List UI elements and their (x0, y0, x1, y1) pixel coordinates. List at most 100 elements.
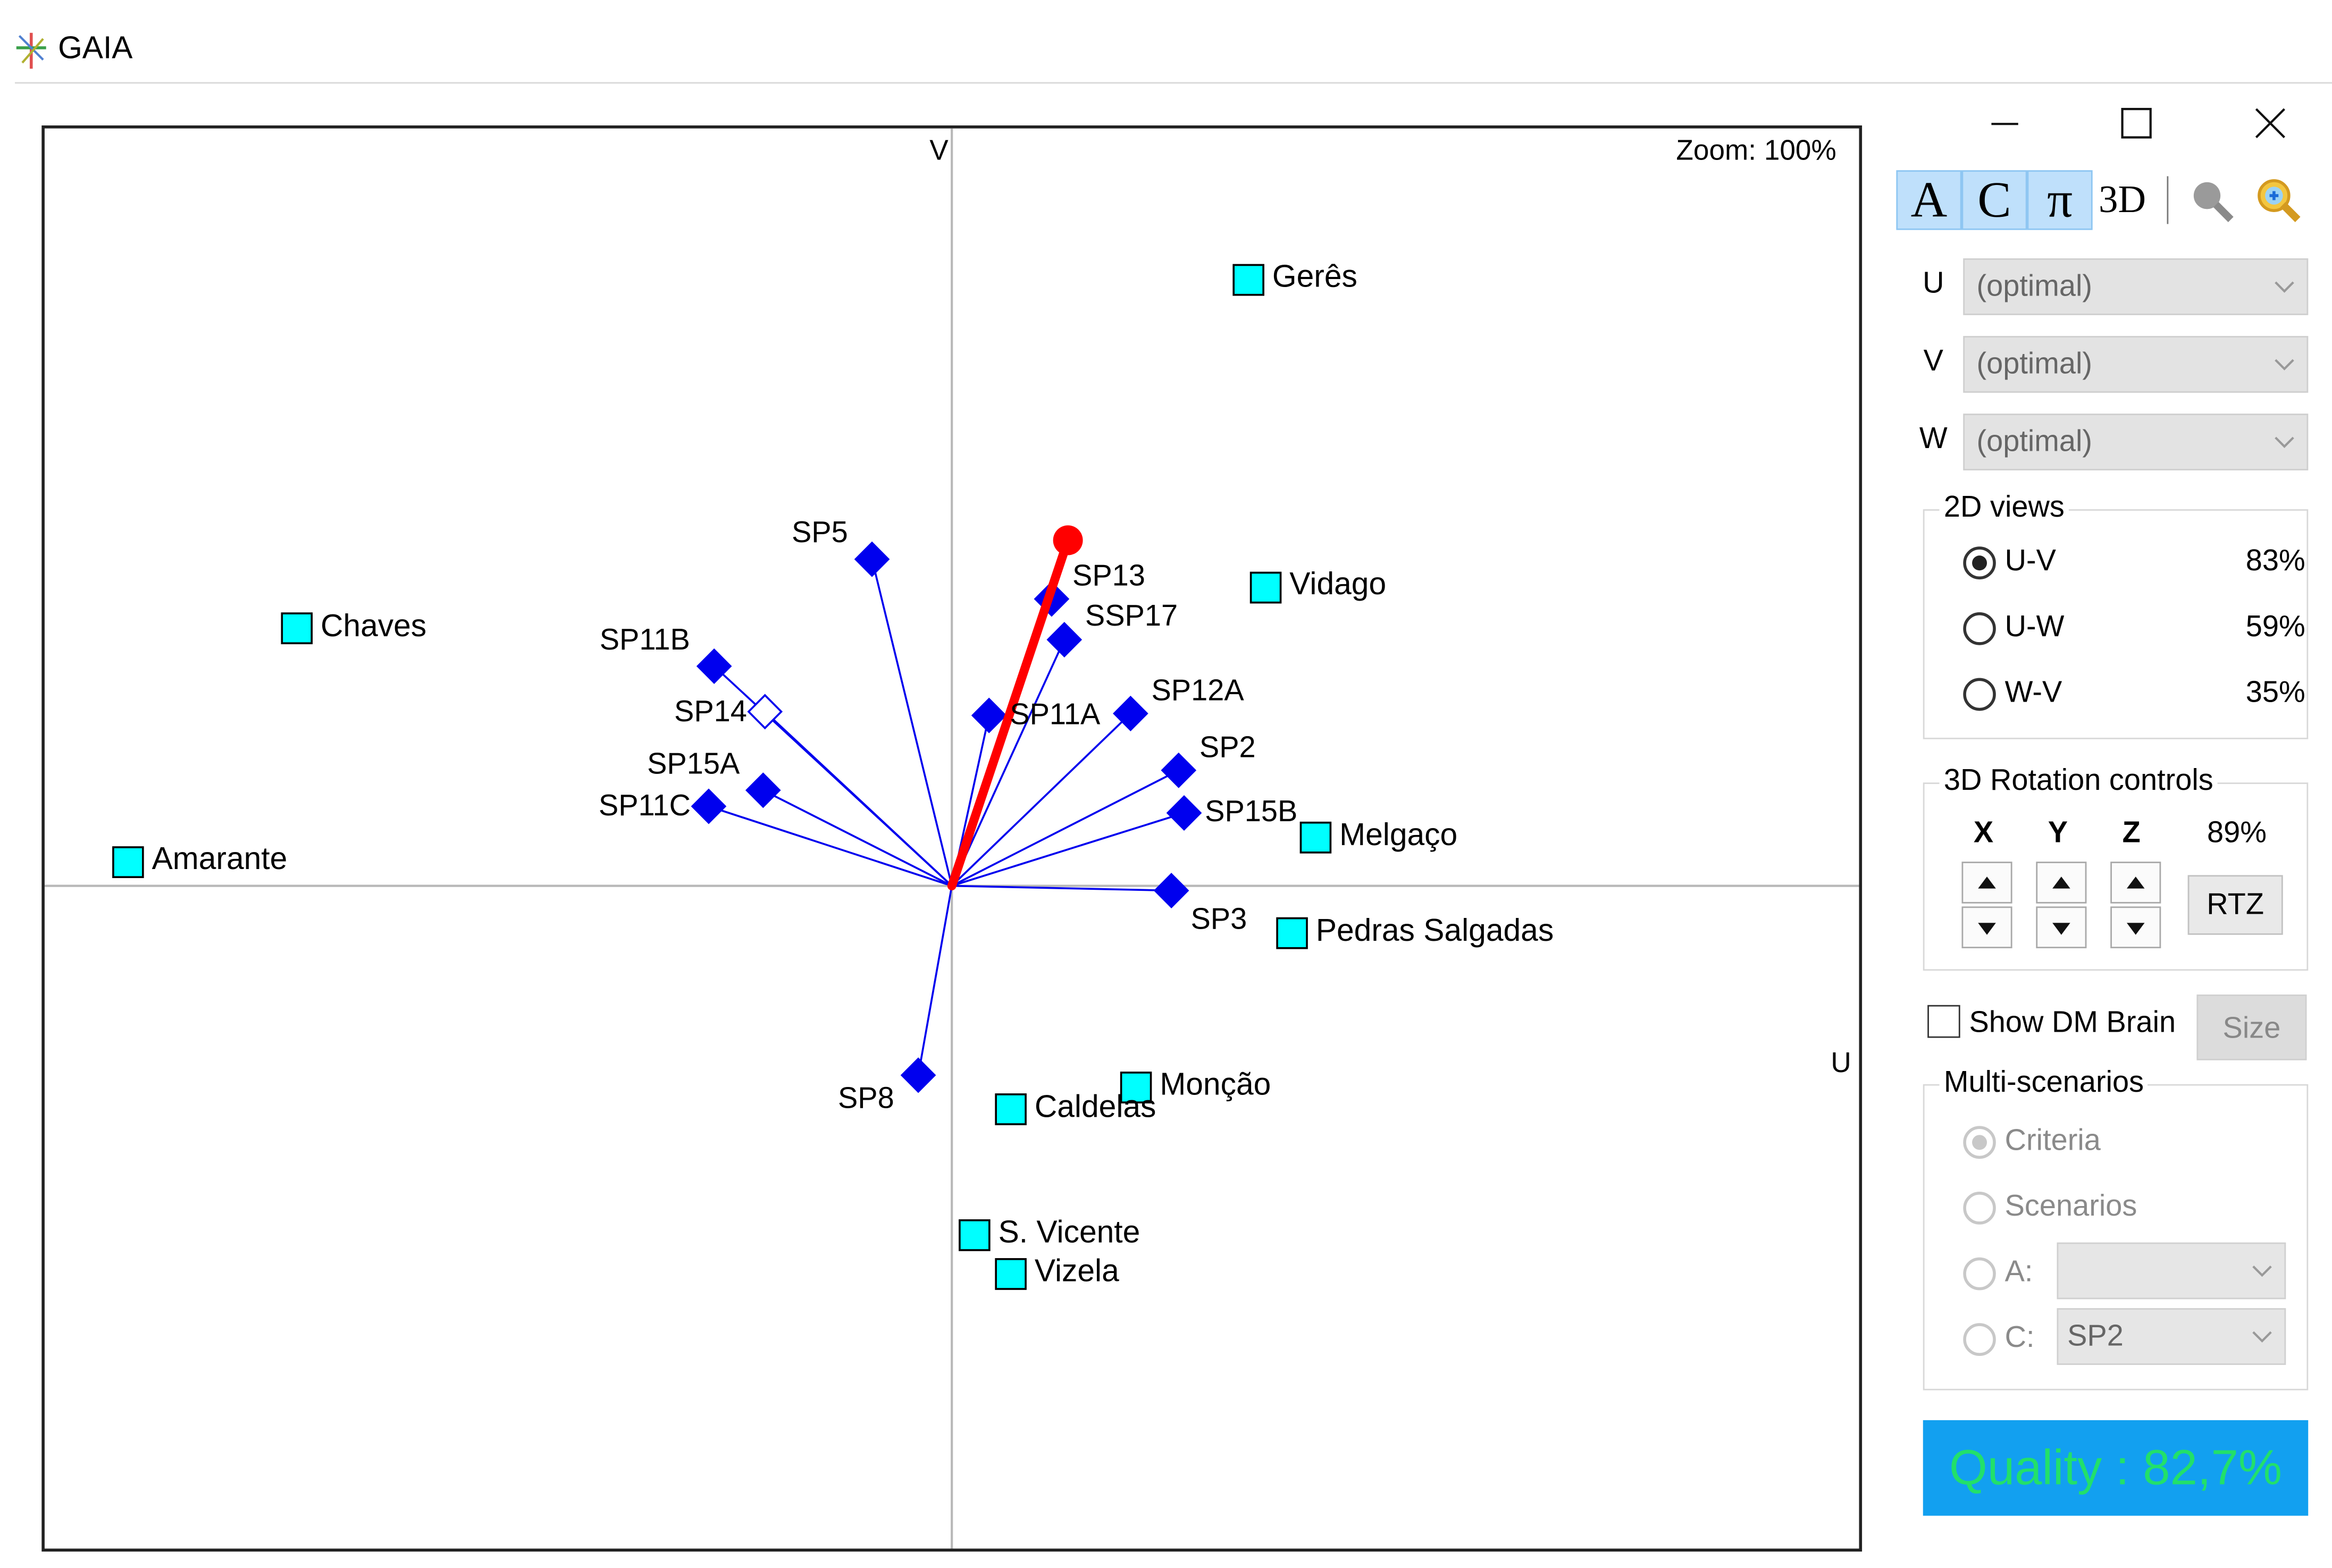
criterion-label-sp13: SP13 (1072, 560, 1145, 593)
criterion-label-sp11a: SP11A (1010, 699, 1101, 732)
alternative-label-ger-s: Gerês (1272, 260, 1357, 295)
chevron-down-icon (2275, 436, 2294, 449)
three-d-toggle-button[interactable]: 3D (2099, 178, 2146, 221)
minimize-icon[interactable] (1975, 98, 2035, 149)
alternative-marker-pedras-salgadas (1276, 917, 1308, 949)
rotate-x-down-button[interactable] (1961, 906, 2012, 949)
criteria-option[interactable]: Criteria (1963, 1125, 2260, 1167)
close-icon[interactable] (2241, 98, 2301, 149)
views-2d-title: 2D views (1939, 491, 2069, 526)
scenarios-option[interactable]: Scenarios (1963, 1190, 2260, 1232)
scenario-c-value: SP2 (2067, 1320, 2124, 1353)
alternative-label-s-vicente: S. Vicente (998, 1216, 1140, 1250)
chevron-down-icon (2252, 1265, 2272, 1277)
w-axis-select[interactable]: (optimal) (1963, 414, 2309, 470)
decision-stick (947, 536, 1072, 891)
rotate-z-up-button[interactable] (2110, 862, 2161, 904)
rotation-x-label: X (1973, 816, 1994, 850)
maximize-icon[interactable] (2106, 98, 2166, 149)
alternative-marker-caldelas (995, 1093, 1027, 1125)
w-axis-row: W (optimal) (1910, 414, 2311, 473)
title-separator (14, 82, 2332, 84)
scenario-c-option[interactable]: C: (1963, 1321, 2052, 1363)
rotation-group: 3D Rotation controls X Y Z 89% RTZ (1923, 764, 2309, 971)
view-uw-option[interactable]: U-W 59% (1963, 611, 2305, 653)
u-axis-row: U (optimal) (1910, 258, 2311, 318)
axis-u-label: U (1831, 1048, 1851, 1080)
scenarios-label: Scenarios (2004, 1190, 2137, 1223)
scenario-c-select[interactable]: SP2 (2057, 1308, 2286, 1365)
alternative-label-amarante: Amarante (152, 842, 288, 878)
scenario-a-option[interactable]: A: (1963, 1256, 2052, 1298)
rotation-y-label: Y (2048, 816, 2068, 850)
gaia-plot-canvas[interactable] (44, 128, 1859, 1549)
toolbar-separator (2167, 176, 2169, 224)
criterion-marker-sp5 (854, 541, 890, 577)
alternative-marker-melga-o (1299, 821, 1332, 854)
criterion-marker-sp11c (691, 788, 727, 824)
view-uv-option[interactable]: U-V 83% (1963, 545, 2305, 587)
criterion-axis-sp14 (764, 711, 953, 887)
u-axis-select[interactable]: (optimal) (1963, 258, 2309, 315)
view-uw-radio[interactable] (1963, 612, 1996, 645)
rotate-z-down-button[interactable] (2110, 906, 2161, 949)
v-axis-label: V (1923, 344, 1944, 378)
criterion-axis-sp5 (871, 559, 953, 887)
criterion-axis-sp12a (951, 713, 1131, 887)
criterion-marker-sp14 (747, 694, 783, 730)
alternative-label-vizela: Vizela (1034, 1254, 1119, 1289)
rotate-y-up-button[interactable] (2036, 862, 2087, 904)
rotate-y-down-button[interactable] (2036, 906, 2087, 949)
view-uw-label: U-W (2004, 611, 2065, 644)
view-wv-radio[interactable] (1963, 678, 1996, 711)
scenario-a-select[interactable] (2057, 1242, 2286, 1300)
size-button[interactable]: Size (2196, 994, 2307, 1060)
rotate-x-up-button[interactable] (1961, 862, 2012, 904)
view-wv-option[interactable]: W-V 35% (1963, 677, 2305, 719)
show-dm-brain-checkbox[interactable] (1927, 1005, 1960, 1038)
criterion-axis-sp3 (952, 884, 1172, 892)
chevron-down-icon (2275, 359, 2294, 370)
gaia-plot[interactable]: V U Zoom: 100% SP5 SP13 SSP17 SP11B SP14 SP11… (41, 125, 1863, 1552)
title-bar: GAIA (0, 0, 2332, 84)
criterion-label-sp14: SP14 (674, 695, 747, 728)
alternative-label-vidago: Vidago (1289, 568, 1387, 603)
gaia-logo-icon (16, 32, 46, 69)
rotation-z-label: Z (2122, 816, 2141, 850)
magnifier-icon[interactable] (2188, 176, 2236, 224)
pi-decision-toggle-button[interactable]: π (2027, 170, 2093, 230)
criterion-axis-sp15a (762, 789, 953, 887)
alternative-marker-mon-o (1120, 1072, 1152, 1103)
criteria-toggle-button[interactable]: C (1961, 170, 2027, 230)
alternative-marker-amarante (112, 846, 144, 878)
magnifier-plus-icon[interactable] (2253, 176, 2304, 224)
scenario-a-radio[interactable] (1963, 1257, 1996, 1291)
alternative-label-chaves: Chaves (321, 609, 427, 644)
view-wv-percent: 35% (2245, 676, 2305, 710)
criterion-marker-ssp17 (1046, 621, 1083, 657)
criterion-label-sp3: SP3 (1190, 904, 1247, 937)
criterion-label-sp5: SP5 (791, 517, 848, 551)
criterion-label-sp12a: SP12A (1151, 675, 1244, 708)
scenario-c-radio[interactable] (1963, 1323, 1996, 1356)
v-axis-select[interactable]: (optimal) (1963, 336, 2309, 393)
actions-toggle-button[interactable]: A (1896, 170, 1962, 230)
criterion-label-ssp17: SSP17 (1085, 601, 1178, 634)
axis-v-label: V (929, 136, 949, 167)
multi-scenarios-title: Multi-scenarios (1939, 1066, 2149, 1101)
criteria-radio[interactable] (1963, 1126, 1996, 1159)
criterion-marker-sp11a (971, 697, 1007, 734)
alternative-label-melga-o: Melgaço (1339, 818, 1458, 853)
view-uv-percent: 83% (2245, 545, 2305, 578)
criterion-axis-sp8 (917, 886, 953, 1076)
alternative-label-pedras-salgadas: Pedras Salgadas (1315, 914, 1554, 948)
alternative-label-caldelas: Caldelas (1034, 1090, 1156, 1125)
view-uv-radio[interactable] (1963, 546, 1996, 580)
criterion-marker-sp15b (1166, 795, 1202, 831)
criterion-marker-sp15a (745, 772, 781, 808)
alternative-marker-vidago (1249, 571, 1282, 604)
rtz-button[interactable]: RTZ (2187, 875, 2283, 935)
scenarios-radio[interactable] (1963, 1191, 1996, 1225)
criterion-marker-sp12a (1112, 695, 1148, 731)
